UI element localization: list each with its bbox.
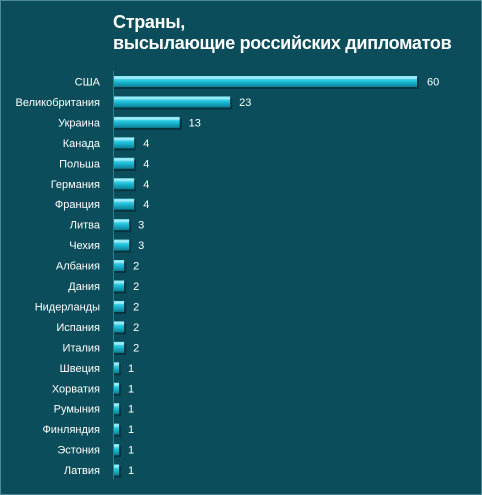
category-label: Германия [51, 179, 100, 191]
bar [114, 341, 125, 353]
data-label: 2 [133, 322, 139, 334]
category-label: Латвия [64, 465, 100, 477]
data-label: 23 [239, 97, 251, 109]
category-label: Канада [63, 138, 101, 150]
bar [114, 76, 417, 87]
data-label: 1 [128, 465, 134, 477]
data-label: 60 [427, 77, 439, 89]
category-label: Албания [56, 261, 100, 273]
data-label: 1 [128, 404, 134, 416]
chart-title-line-1: Страны, [113, 12, 185, 32]
category-label: Франция [55, 199, 100, 211]
data-label: 3 [138, 240, 144, 252]
bar-highlight [114, 445, 120, 448]
category-label: Румыния [54, 404, 100, 416]
bar-highlight [114, 138, 135, 141]
category-label: Великобритания [16, 97, 101, 109]
bar [114, 300, 125, 312]
category-label: Испания [56, 322, 100, 334]
bar-highlight [114, 465, 120, 468]
data-label: 2 [133, 261, 139, 273]
bar-highlight [114, 240, 130, 243]
data-label: 4 [143, 179, 149, 191]
chart-title-line-2: высылающие российских дипломатов [113, 33, 452, 53]
bar-highlight [114, 404, 120, 407]
data-label: 2 [133, 301, 139, 313]
category-label: Нидерланды [35, 301, 100, 313]
bar-highlight [114, 363, 120, 366]
category-label: Польша [59, 158, 101, 170]
bar [114, 382, 120, 394]
data-label: 2 [133, 342, 139, 354]
bar-highlight [114, 77, 417, 79]
bar [114, 96, 231, 108]
data-label: 1 [128, 363, 134, 375]
data-label: 4 [143, 138, 149, 150]
bar-highlight [114, 179, 135, 182]
bar [114, 239, 130, 251]
data-label: 2 [133, 281, 139, 293]
bar [114, 178, 135, 190]
bar-highlight [114, 97, 231, 100]
bar-highlight [114, 342, 125, 345]
bar [114, 260, 125, 272]
category-label: Финляндия [42, 424, 100, 436]
bar [114, 423, 120, 435]
bar [114, 219, 130, 231]
data-label: 1 [128, 383, 134, 395]
bar [114, 137, 135, 149]
data-label: 4 [143, 158, 149, 170]
bar [114, 198, 135, 210]
bar [114, 403, 120, 415]
category-label: Италия [63, 342, 101, 354]
data-label: 3 [138, 220, 144, 232]
category-label: Хорватия [52, 383, 100, 395]
bar-highlight [114, 199, 135, 202]
bar-highlight [114, 322, 125, 325]
category-label: Дания [68, 281, 100, 293]
category-label: США [75, 77, 101, 89]
data-label: 1 [128, 424, 134, 436]
data-label: 4 [143, 199, 149, 211]
category-label: Эстония [57, 445, 100, 457]
bar-highlight [114, 281, 125, 284]
bar-highlight [114, 383, 120, 386]
bar [114, 116, 180, 128]
bar-highlight [114, 220, 130, 223]
bar-highlight [114, 158, 135, 161]
bar-highlight [114, 424, 120, 427]
bar-highlight [114, 261, 125, 264]
category-label: Украина [58, 117, 101, 129]
data-label: 1 [128, 445, 134, 457]
bar-highlight [114, 301, 125, 304]
bar [114, 362, 120, 374]
bar [114, 157, 135, 169]
category-label: Чехия [69, 240, 100, 252]
category-label: Литва [70, 220, 101, 232]
bar-highlight [114, 117, 180, 120]
bar [114, 321, 125, 333]
category-label: Швеция [60, 363, 100, 375]
data-label: 13 [189, 117, 201, 129]
bar [114, 464, 120, 476]
bar [114, 280, 125, 292]
bar [114, 444, 120, 456]
